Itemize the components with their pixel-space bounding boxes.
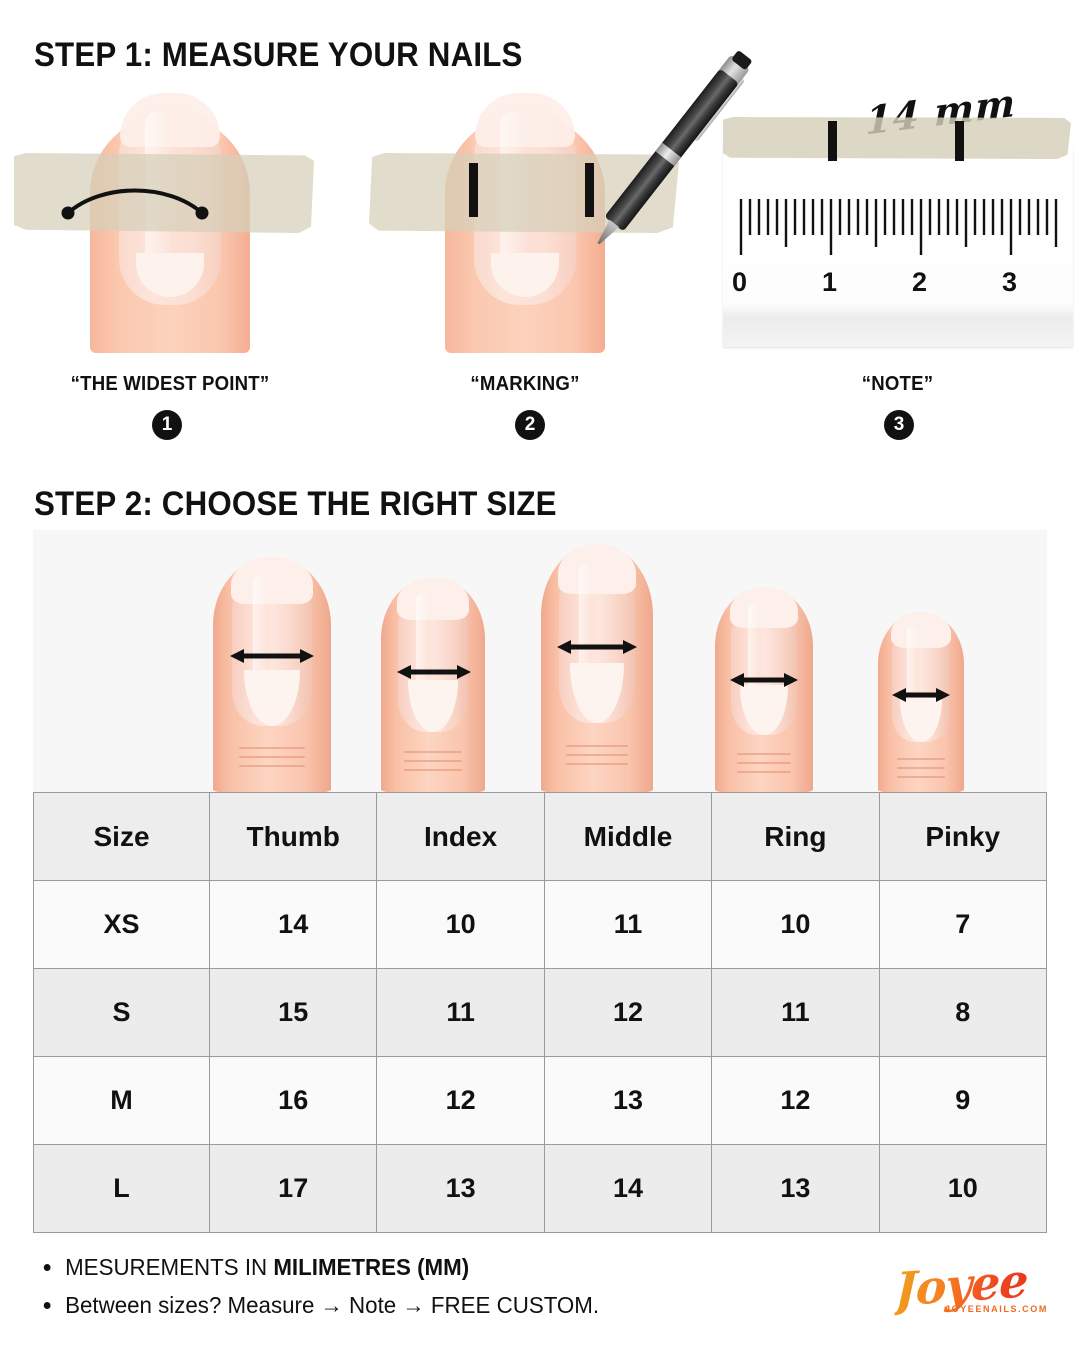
step1-illustration-row: 14 mm <box>0 49 1080 375</box>
cell-ring: 10 <box>711 880 880 969</box>
step2-heading: STEP 2: CHOOSE THE RIGHT SIZE <box>34 485 557 523</box>
cell-pinky: 10 <box>878 1144 1048 1233</box>
cell-middle: 13 <box>543 1056 713 1145</box>
cell-ring: 11 <box>711 968 880 1057</box>
step-badge-3: 3 <box>884 410 914 440</box>
logo-website: JOYEENAILS.COM <box>945 1304 1048 1314</box>
brand-logo[interactable]: Joyee JOYEENAILS.COM <box>894 1253 1055 1330</box>
panel-widest-point <box>0 85 340 375</box>
table-row: L 17 13 14 13 10 <box>33 1144 1048 1233</box>
knuckle-lines <box>238 747 306 782</box>
cell-pinky: 7 <box>878 880 1048 969</box>
finger-pinky <box>878 612 964 792</box>
cell-pinky: 8 <box>878 968 1048 1057</box>
col-header-middle: Middle <box>543 792 713 881</box>
cell-thumb: 16 <box>208 1056 378 1145</box>
cell-size: XS <box>33 880 210 969</box>
knuckle-lines <box>736 753 792 784</box>
knuckle-lines <box>896 757 946 785</box>
note-between-sizes: Between sizes? Measure → Note → FREE CUS… <box>36 1286 773 1324</box>
table-row: M 16 12 13 12 9 <box>33 1056 1048 1145</box>
ruler-mark-left <box>828 121 837 161</box>
caption-widest-point: “THE WIDEST POINT” <box>70 373 270 395</box>
cell-middle: 14 <box>543 1144 713 1233</box>
step-badge-1: 1 <box>152 410 182 440</box>
nail-tip <box>890 612 952 648</box>
nail-highlight <box>907 626 917 731</box>
col-header-pinky: Pinky <box>878 792 1048 881</box>
cell-thumb: 15 <box>208 968 378 1057</box>
cell-middle: 12 <box>543 968 713 1057</box>
col-header-index: Index <box>376 792 545 881</box>
cell-thumb: 17 <box>208 1144 378 1233</box>
caption-note: “NOTE” <box>861 373 934 395</box>
knuckle-lines <box>403 751 463 783</box>
knuckle-lines <box>565 744 629 782</box>
ruler-ticks <box>739 199 1058 255</box>
cell-size: L <box>33 1144 210 1233</box>
tape-mark-left <box>469 163 478 217</box>
col-header-size: Size <box>33 792 210 881</box>
tape-strip-on-ruler <box>723 117 1071 159</box>
width-arrow-icon <box>230 649 314 663</box>
note-units: MESUREMENTS IN MILIMETRES (MM) <box>36 1248 773 1286</box>
width-arrow-icon <box>892 688 950 702</box>
nail-tip <box>230 557 314 604</box>
cell-pinky: 9 <box>878 1056 1048 1145</box>
nail-tip <box>729 587 799 628</box>
finger-index <box>381 577 485 792</box>
width-arrow-icon <box>557 640 637 654</box>
col-header-ring: Ring <box>711 792 880 881</box>
step1-heading: STEP 1: MEASURE YOUR NAILS <box>34 36 523 74</box>
size-chart-table: Size Thumb Index Middle Ring Pinky XS 14… <box>33 792 1048 1233</box>
panel-marking <box>355 49 753 375</box>
table-row: XS 14 10 11 10 7 <box>33 880 1048 969</box>
table-row: S 15 11 12 11 8 <box>33 968 1048 1057</box>
finger-middle <box>541 544 653 792</box>
finger-thumb <box>213 557 331 792</box>
nail-highlight <box>416 594 428 719</box>
ruler-mark-right <box>955 121 964 161</box>
tape-mark-right <box>585 163 594 217</box>
ruler-tick-label-2: 2 <box>912 267 928 297</box>
cell-index: 12 <box>376 1056 545 1145</box>
caption-marking: “MARKING” <box>470 373 580 395</box>
nail-tip <box>557 544 637 594</box>
cell-ring: 13 <box>711 1144 880 1233</box>
width-arrow-icon <box>730 673 798 687</box>
cell-thumb: 14 <box>208 880 378 969</box>
ruler-tick-label-0: 0 <box>732 267 748 297</box>
cell-size: M <box>33 1056 210 1145</box>
widest-point-arc-icon <box>61 188 209 220</box>
finger-ring <box>715 587 813 792</box>
nail-tip <box>396 577 470 620</box>
cell-size: S <box>33 968 210 1057</box>
note-units-bold: MILIMETRES (MM) <box>273 1254 470 1280</box>
ruler-illustration: 0 1 2 3 <box>723 145 1073 347</box>
step-badge-2: 2 <box>515 410 545 440</box>
col-header-thumb: Thumb <box>208 792 378 881</box>
cell-ring: 12 <box>711 1056 880 1145</box>
table-header-row: Size Thumb Index Middle Ring Pinky <box>33 792 1048 881</box>
cell-index: 11 <box>376 968 545 1057</box>
footer-notes: MESUREMENTS IN MILIMETRES (MM) Between s… <box>36 1248 796 1324</box>
nail-highlight <box>748 603 760 723</box>
note-units-prefix: MESUREMENTS IN <box>65 1254 274 1280</box>
cell-middle: 11 <box>543 880 713 969</box>
ruler-tick-label-3: 3 <box>1002 267 1018 297</box>
width-arrow-icon <box>397 665 471 679</box>
panel-note: 14 mm <box>715 80 1080 375</box>
cell-index: 13 <box>376 1144 545 1233</box>
ruler-tick-label-1: 1 <box>822 267 838 297</box>
cell-index: 10 <box>376 880 545 969</box>
finger-size-illustrations <box>33 530 1047 792</box>
